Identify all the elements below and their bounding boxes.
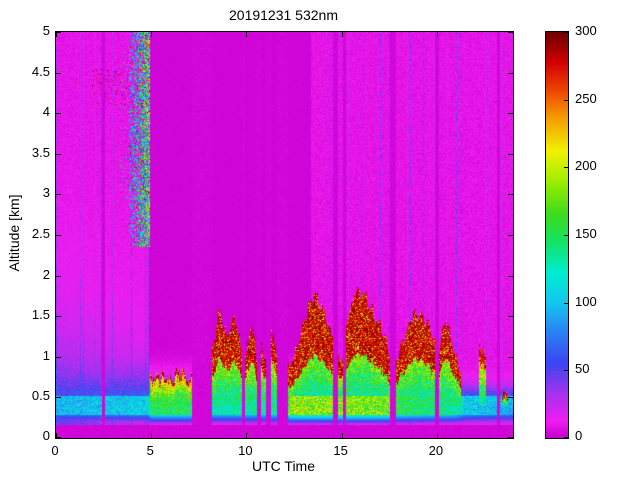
y-tick bbox=[56, 235, 61, 236]
x-tick bbox=[436, 433, 438, 438]
y-tick-right bbox=[508, 235, 513, 236]
colorbar-tick-label: 0 bbox=[575, 428, 583, 443]
y-tick-right bbox=[508, 397, 513, 399]
y-tick-label: 4.5 bbox=[31, 63, 50, 79]
y-tick-right bbox=[508, 113, 513, 115]
colorbar-tick bbox=[564, 32, 568, 33]
x-tick-label: 0 bbox=[51, 443, 59, 458]
y-tick-right bbox=[508, 356, 513, 358]
y-tick bbox=[56, 194, 61, 196]
y-tick-label: 3.5 bbox=[31, 144, 50, 160]
y-tick-right bbox=[508, 437, 513, 438]
x-tick-top bbox=[436, 32, 438, 37]
y-tick-label: 0.5 bbox=[31, 388, 50, 404]
x-tick bbox=[246, 433, 248, 438]
y-tick-label: 2 bbox=[42, 266, 50, 282]
y-tick-right bbox=[508, 32, 513, 33]
colorbar-tick-label: 200 bbox=[575, 158, 597, 174]
y-tick-label: 3 bbox=[42, 185, 50, 201]
colorbar bbox=[545, 31, 569, 439]
x-tick-top bbox=[151, 32, 153, 37]
y-tick bbox=[56, 397, 61, 399]
x-tick-label: 20 bbox=[428, 443, 444, 458]
y-tick-label: 1 bbox=[42, 347, 50, 363]
y-tick-label: 2.5 bbox=[31, 226, 50, 241]
y-tick-right bbox=[508, 72, 513, 74]
x-tick-top bbox=[246, 32, 248, 37]
colorbar-tick bbox=[564, 167, 568, 169]
y-tick-label: 5 bbox=[42, 23, 50, 38]
x-tick-label: 15 bbox=[333, 443, 348, 458]
y-tick-right bbox=[508, 316, 513, 318]
colorbar-tick bbox=[564, 235, 568, 236]
y-tick bbox=[56, 72, 61, 74]
y-tick bbox=[56, 356, 61, 358]
y-tick-right bbox=[508, 275, 513, 277]
y-tick bbox=[56, 32, 61, 33]
y-tick-label: 1.5 bbox=[31, 307, 50, 323]
heatmap-canvas bbox=[56, 32, 513, 438]
x-tick bbox=[151, 433, 153, 438]
x-axis-label: UTC Time bbox=[252, 458, 315, 474]
colorbar-tick bbox=[564, 302, 568, 304]
colorbar-tick-label: 150 bbox=[575, 226, 597, 241]
y-tick bbox=[56, 437, 61, 438]
colorbar-tick-label: 250 bbox=[575, 90, 597, 106]
x-tick-label: 5 bbox=[146, 443, 154, 458]
x-tick bbox=[56, 433, 57, 438]
colorbar-tick-label: 100 bbox=[575, 293, 597, 309]
x-tick-top bbox=[341, 32, 343, 37]
x-tick bbox=[341, 433, 343, 438]
colorbar-tick bbox=[564, 370, 568, 372]
x-tick-top bbox=[56, 32, 57, 37]
y-tick bbox=[56, 153, 61, 155]
plot-area bbox=[55, 31, 514, 439]
y-tick bbox=[56, 113, 61, 115]
colorbar-tick bbox=[564, 437, 568, 438]
colorbar-gradient bbox=[546, 32, 568, 438]
y-tick-right bbox=[508, 153, 513, 155]
y-tick-right bbox=[508, 194, 513, 196]
y-tick bbox=[56, 275, 61, 277]
colorbar-tick-label: 50 bbox=[575, 361, 590, 377]
x-tick-label: 10 bbox=[238, 443, 253, 458]
y-tick bbox=[56, 316, 61, 318]
colorbar-tick bbox=[564, 99, 568, 101]
y-tick-label: 0 bbox=[42, 428, 50, 443]
colorbar-tick-label: 300 bbox=[575, 23, 597, 38]
y-tick-label: 4 bbox=[42, 104, 50, 120]
plot-title: 20191231 532nm bbox=[229, 7, 338, 23]
